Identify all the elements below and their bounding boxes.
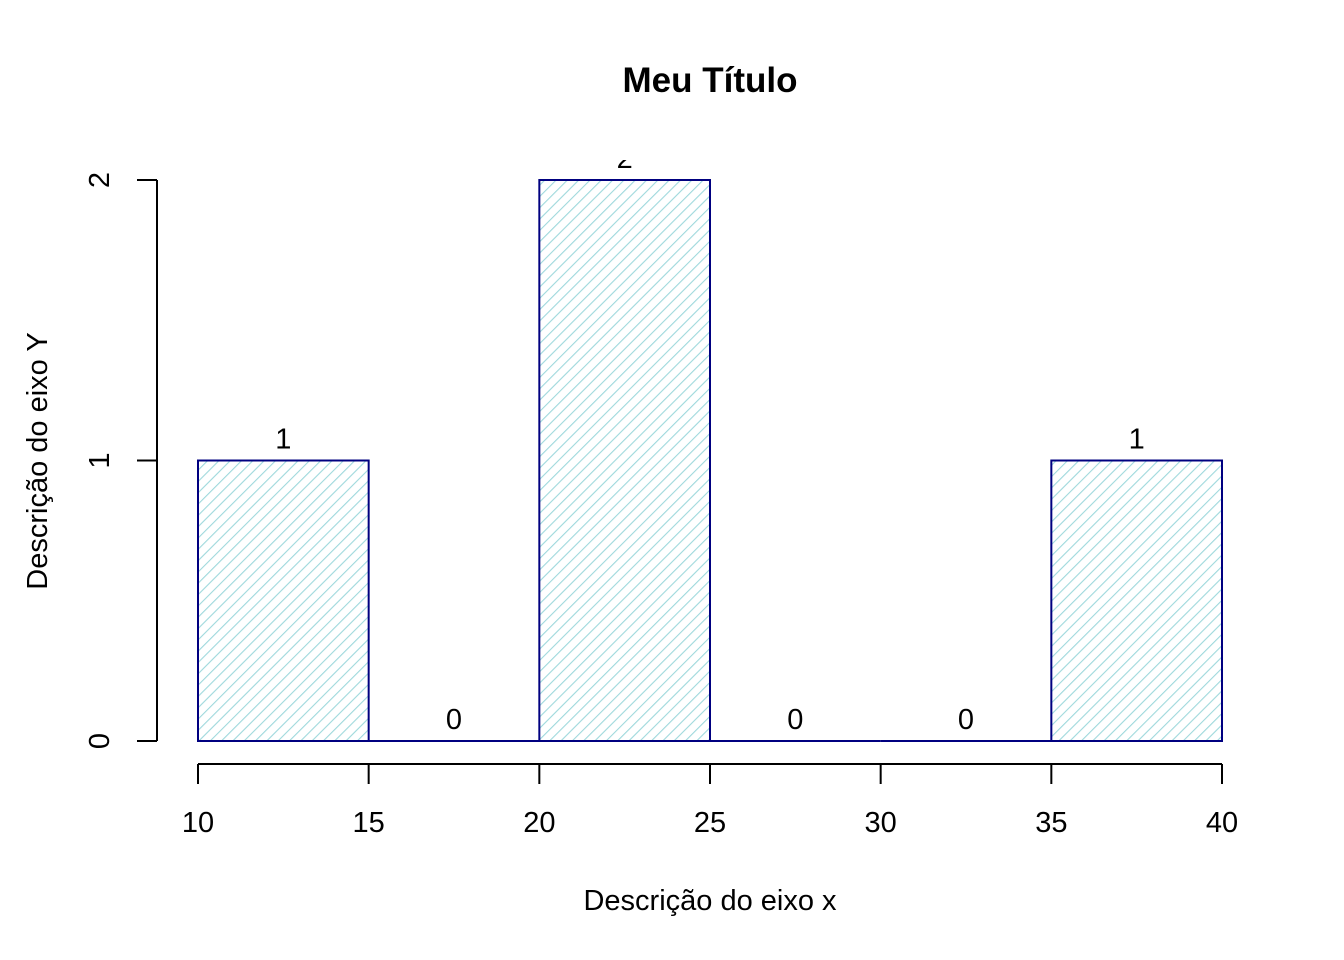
bar-label-3: 2 [617, 143, 633, 175]
y-axis-title: Descrição do eixo Y [22, 332, 54, 589]
chart-title: Meu Título [623, 61, 798, 100]
x-axis: 10 15 20 25 30 35 40 [182, 763, 1238, 839]
bar-label-5: 0 [958, 704, 974, 736]
bar-labels-layer: 1 0 2 0 0 1 [275, 143, 1145, 736]
x-tick-label-20: 20 [523, 807, 555, 839]
bar-6 [1050, 459, 1224, 742]
x-tick-label-35: 35 [1035, 807, 1067, 839]
bar-1 [197, 459, 370, 742]
bars-layer [197, 179, 1224, 742]
x-tick-label-40: 40 [1206, 807, 1238, 839]
bar-label-1: 1 [275, 424, 291, 456]
bar-3 [538, 179, 711, 742]
y-tick-label-2: 2 [84, 172, 116, 188]
x-tick-label-15: 15 [353, 807, 385, 839]
bar-label-2: 0 [446, 704, 462, 736]
y-tick-label-1: 1 [84, 452, 116, 468]
x-tick-label-30: 30 [865, 807, 897, 839]
y-tick-label-0: 0 [84, 733, 116, 749]
bar-label-6: 1 [1129, 424, 1145, 456]
x-tick-label-25: 25 [694, 807, 726, 839]
x-tick-label-10: 10 [182, 807, 214, 839]
x-axis-title: Descrição do eixo x [583, 885, 837, 917]
y-axis: 0 1 2 [84, 172, 158, 749]
bar-label-4: 0 [787, 704, 803, 736]
